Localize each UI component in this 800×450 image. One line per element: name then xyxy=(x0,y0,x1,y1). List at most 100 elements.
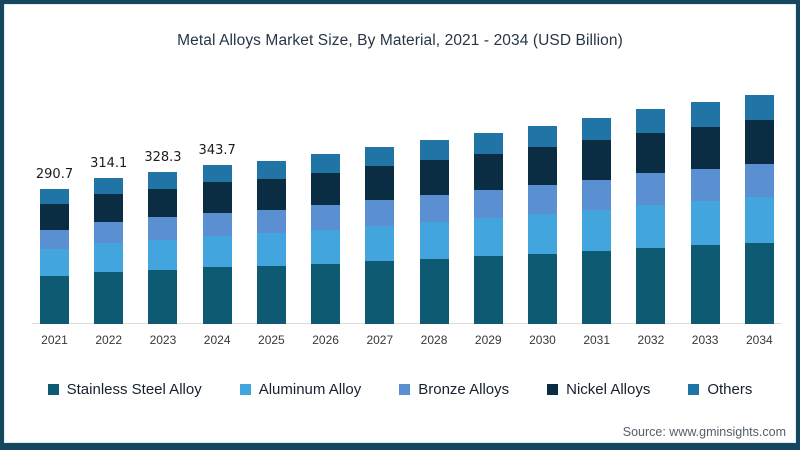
bar-segment-nickel-alloys xyxy=(365,166,395,201)
x-axis-label: 2024 xyxy=(203,333,231,347)
bar-group-2024: 343.7 2024 xyxy=(199,143,236,347)
bar-segment-stainless-steel-alloy xyxy=(690,245,720,324)
bar-value-label: 328.3 xyxy=(144,149,182,165)
legend-swatch-icon xyxy=(688,384,700,395)
x-axis-line xyxy=(32,323,782,324)
legend-label: Stainless Steel Alloy xyxy=(66,381,202,398)
bar-segment-stainless-steel-alloy xyxy=(311,263,341,324)
x-axis-label: 2029 xyxy=(474,333,502,347)
x-axis-label: 2022 xyxy=(95,333,123,347)
bar-segment-aluminum-alloy xyxy=(582,209,612,251)
legend-item-bronze-alloys: Bronze Alloys xyxy=(399,381,509,398)
x-axis-label: 2021 xyxy=(41,333,68,347)
bar-group-2026: 2026 xyxy=(311,153,341,347)
bar-segment-bronze-alloys xyxy=(636,173,666,205)
bar-group-2034: 2034 xyxy=(744,95,774,347)
bar-segment-stainless-steel-alloy xyxy=(527,253,557,324)
bar-segment-aluminum-alloy xyxy=(636,204,666,248)
bar-segment-stainless-steel-alloy xyxy=(94,272,124,324)
bar-segment-bronze-alloys xyxy=(40,229,69,250)
bar-value-label: 314.1 xyxy=(90,156,128,172)
bar-segment-bronze-alloys xyxy=(473,189,503,218)
bar-segment-others xyxy=(473,132,503,154)
bar-segment-others xyxy=(148,171,178,189)
legend-swatch-icon xyxy=(47,384,59,395)
legend-item-nickel-alloys: Nickel Alloys xyxy=(547,381,650,398)
x-axis-label: 2031 xyxy=(583,333,611,347)
bar-group-2029: 2029 xyxy=(473,132,503,347)
bar-segment-others xyxy=(40,189,69,205)
bar-segment-nickel-alloys xyxy=(744,120,774,164)
bar-segment-aluminum-alloy xyxy=(744,196,774,243)
bar-group-2032: 2032 xyxy=(636,108,666,347)
bar-segment-nickel-alloys xyxy=(527,147,557,186)
bar-segment-aluminum-alloy xyxy=(40,249,69,277)
bar-segment-others xyxy=(582,117,612,141)
bar-segment-bronze-alloys xyxy=(582,179,612,210)
x-axis-label: 2025 xyxy=(258,333,285,347)
legend-label: Others xyxy=(707,381,753,398)
legend-label: Aluminum Alloy xyxy=(258,381,362,398)
bar-group-2027: 2027 xyxy=(365,146,395,347)
bar-segment-nickel-alloys xyxy=(636,132,666,174)
bar-segment-stainless-steel-alloy xyxy=(636,247,666,324)
bar-segment-aluminum-alloy xyxy=(311,229,341,264)
bar-segment-bronze-alloys xyxy=(148,217,178,240)
bar-segment-stainless-steel-alloy xyxy=(148,270,178,324)
chart-title: Metal Alloys Market Size, By Material, 2… xyxy=(177,32,623,49)
bar-segment-stainless-steel-alloy xyxy=(202,267,232,324)
legend-swatch-icon xyxy=(547,384,559,395)
legend-item-stainless-steel-alloy: Stainless Steel Alloy xyxy=(47,381,202,398)
x-axis-label: 2023 xyxy=(149,333,177,347)
plot-area: 290.7 2021 314.1 2022 328.3 2023 343.7 2024 2025… xyxy=(36,88,774,347)
bar-segment-others xyxy=(311,153,341,173)
bar-segment-bronze-alloys xyxy=(365,200,395,226)
bar-group-2030: 2030 xyxy=(527,125,557,347)
bar-segment-stainless-steel-alloy xyxy=(473,256,503,324)
bar-segment-others xyxy=(256,160,286,179)
bar-segment-bronze-alloys xyxy=(311,204,341,230)
bar-segment-nickel-alloys xyxy=(40,204,69,230)
bar-group-2023: 328.3 2023 xyxy=(144,150,181,347)
bar-segment-others xyxy=(94,178,124,195)
bar-segment-bronze-alloys xyxy=(527,185,557,214)
bar-segment-bronze-alloys xyxy=(419,194,449,222)
bar-segment-bronze-alloys xyxy=(744,163,774,197)
x-axis-label: 2028 xyxy=(420,333,448,347)
bar-segment-stainless-steel-alloy xyxy=(365,261,395,324)
bar-segment-nickel-alloys xyxy=(419,159,449,195)
legend-swatch-icon xyxy=(399,384,411,395)
x-axis-label: 2026 xyxy=(312,333,339,347)
legend: Stainless Steel Alloy Aluminum Alloy Bronz… xyxy=(4,381,796,398)
bar-segment-aluminum-alloy xyxy=(94,243,124,273)
source-text: Source: www.gminsights.com xyxy=(622,425,786,439)
bar-segment-others xyxy=(636,108,666,133)
bar-segment-nickel-alloys xyxy=(256,178,286,210)
bar-group-2031: 2031 xyxy=(582,117,612,347)
bar-segment-nickel-alloys xyxy=(311,172,341,205)
bar-segment-aluminum-alloy xyxy=(419,221,449,259)
bar-segment-others xyxy=(527,125,557,148)
bar-segment-others xyxy=(419,139,449,160)
legend-item-others: Others xyxy=(688,381,752,398)
bar-segment-bronze-alloys xyxy=(690,168,720,202)
bar-segment-bronze-alloys xyxy=(202,212,232,236)
bar-segment-stainless-steel-alloy xyxy=(744,242,774,324)
bar-segment-aluminum-alloy xyxy=(527,213,557,254)
bar-segment-others xyxy=(744,95,774,121)
x-axis-label: 2032 xyxy=(637,333,665,347)
bar-segment-aluminum-alloy xyxy=(690,201,720,246)
bar-segment-others xyxy=(202,164,232,183)
legend-swatch-icon xyxy=(239,384,251,395)
bar-segment-nickel-alloys xyxy=(582,140,612,180)
bar-segment-stainless-steel-alloy xyxy=(40,276,69,324)
bar-segment-stainless-steel-alloy xyxy=(256,266,286,324)
bar-value-label: 290.7 xyxy=(35,167,74,183)
bar-value-label: 343.7 xyxy=(198,142,236,158)
legend-item-aluminum-alloy: Aluminum Alloy xyxy=(239,381,362,398)
bar-segment-others xyxy=(365,146,395,167)
bar-segment-aluminum-alloy xyxy=(202,235,232,268)
bar-segment-aluminum-alloy xyxy=(365,225,395,262)
legend-label: Bronze Alloys xyxy=(418,381,510,398)
bar-segment-stainless-steel-alloy xyxy=(582,250,612,324)
